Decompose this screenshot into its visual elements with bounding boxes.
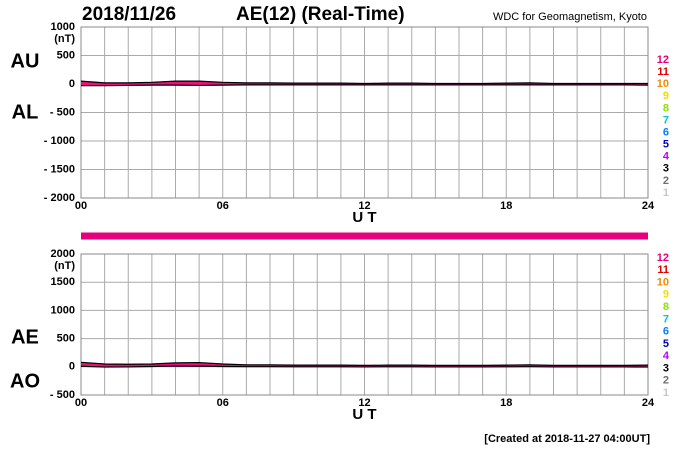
legend-entry: 6 [663,126,669,138]
legend-entry: 8 [663,102,669,114]
source: WDC for Geomagnetism, Kyoto [493,11,647,23]
y-axis-label: (nT) [54,260,75,272]
legend-entry: 10 [657,276,669,288]
x-tick-label: 00 [75,397,87,409]
legend-entry: 10 [657,78,669,90]
legend-entry: 11 [657,264,669,276]
station-coverage [81,232,648,240]
y-tick-label: - 2000 [44,192,75,204]
series-name: AO [10,370,40,392]
y-tick-label: 0 [69,361,75,373]
legend-entry: 11 [657,66,669,78]
plot-frame [80,26,649,199]
y-tick-label: - 500 [50,106,75,118]
legend-entry: 7 [663,313,669,325]
series-line [81,84,649,87]
footer: [Created at 2018-11-27 04:00UT] [484,433,650,445]
series-line [80,361,649,366]
legend-entry: 7 [663,114,669,126]
series-name: AU [11,50,40,72]
plot-frame [80,253,649,396]
x-tick-label: 00 [75,200,87,212]
series-line [80,80,648,85]
legend-entry: 2 [663,375,669,387]
legend-entry: 4 [663,350,670,362]
y-tick-label: 1000 [51,304,75,316]
y-tick-label: 1500 [51,276,75,288]
series-line [80,365,649,368]
x-tick-label: 18 [500,397,512,409]
date: 2018/11/26 [82,4,176,25]
x-tick-label: 24 [642,200,655,212]
x-tick-label: 24 [642,397,655,409]
y-tick-label: 2000 [51,248,75,260]
y-tick-label: 500 [57,49,75,61]
y-tick-label: - 1500 [44,163,75,175]
x-tick-label: 18 [500,200,512,212]
x-tick-label: 06 [217,397,229,409]
y-tick-label: 0 [69,78,75,90]
x-axis-label: U T [352,209,376,226]
legend-entry: 1 [663,387,669,399]
series-name: AL [12,101,39,123]
title: AE(12) (Real-Time) [236,4,405,25]
y-tick-label: 500 [57,333,75,345]
legend-entry: 12 [657,54,669,66]
legend-entry: 3 [663,163,669,175]
x-tick-label: 12 [358,200,370,212]
legend-entry: 9 [663,289,669,301]
y-tick-label: - 1000 [44,135,75,147]
legend-entry: 5 [663,139,669,151]
y-tick-label: - 500 [50,389,75,401]
legend-entry: 5 [663,338,669,350]
y-tick-label: 1000 [51,21,75,33]
y-axis-label: (nT) [54,33,75,45]
legend-entry: 1 [663,187,669,199]
series-name: AE [11,326,39,348]
x-axis-label: U T [352,406,376,423]
legend-entry: 2 [663,175,669,187]
legend-entry: 6 [663,326,669,338]
x-tick-label: 12 [358,397,370,409]
legend-entry: 8 [663,301,669,313]
x-tick-label: 06 [217,200,229,212]
legend-entry: 4 [663,151,670,163]
legend-entry: 9 [663,90,669,102]
legend-entry: 3 [663,362,669,374]
legend-entry: 12 [657,252,669,264]
